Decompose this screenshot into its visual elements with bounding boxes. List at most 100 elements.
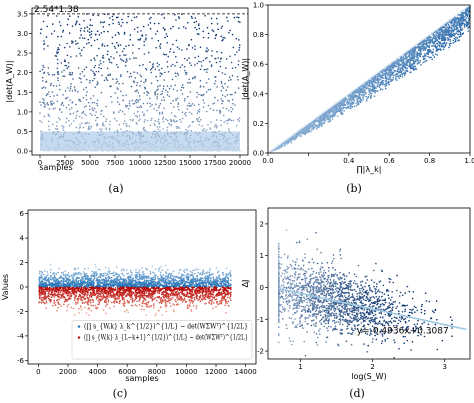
data-point bbox=[164, 36, 166, 39]
data-point bbox=[138, 304, 141, 306]
data-point bbox=[109, 123, 111, 126]
data-point bbox=[155, 141, 158, 143]
data-point bbox=[105, 78, 108, 80]
data-point bbox=[166, 91, 169, 93]
y-tick-label: 0.8 bbox=[253, 31, 264, 39]
data-point bbox=[164, 28, 166, 31]
data-point bbox=[59, 24, 62, 27]
data-point bbox=[403, 74, 406, 76]
data-point bbox=[70, 146, 73, 149]
data-point bbox=[424, 45, 426, 48]
data-point bbox=[431, 37, 434, 40]
data-point bbox=[144, 86, 146, 89]
data-point bbox=[43, 105, 46, 108]
data-point bbox=[185, 274, 187, 277]
data-point bbox=[88, 42, 90, 44]
data-point bbox=[199, 79, 202, 82]
data-point bbox=[208, 147, 211, 149]
data-point bbox=[451, 35, 453, 37]
data-point bbox=[444, 30, 446, 33]
data-point bbox=[120, 25, 122, 27]
data-point bbox=[158, 69, 160, 71]
data-point bbox=[40, 121, 43, 123]
data-point bbox=[71, 25, 74, 28]
data-point bbox=[365, 83, 367, 85]
data-point bbox=[73, 146, 76, 148]
data-point bbox=[206, 47, 208, 49]
data-point bbox=[70, 56, 72, 58]
data-point bbox=[100, 91, 103, 94]
data-point bbox=[174, 14, 176, 16]
data-point bbox=[156, 93, 159, 96]
data-point bbox=[189, 91, 192, 93]
data-point bbox=[310, 123, 312, 125]
data-point bbox=[231, 144, 233, 146]
data-point bbox=[426, 38, 429, 40]
data-point bbox=[226, 94, 229, 96]
data-point bbox=[94, 141, 96, 143]
data-point bbox=[455, 20, 457, 23]
data-point bbox=[127, 144, 130, 147]
data-point bbox=[162, 96, 165, 99]
data-point bbox=[206, 71, 208, 73]
data-point bbox=[154, 94, 157, 96]
data-point bbox=[458, 23, 460, 25]
data-point bbox=[151, 117, 153, 120]
data-point bbox=[123, 120, 126, 122]
data-point bbox=[412, 60, 415, 63]
data-point bbox=[134, 90, 136, 93]
data-point bbox=[79, 100, 82, 102]
data-point bbox=[134, 146, 137, 148]
data-point bbox=[96, 54, 98, 57]
data-point bbox=[336, 110, 339, 113]
data-point bbox=[220, 98, 223, 100]
data-point bbox=[75, 137, 77, 140]
y-tick-label: 0.0 bbox=[253, 150, 264, 158]
data-point bbox=[197, 93, 200, 96]
data-point bbox=[126, 70, 129, 73]
data-point bbox=[378, 77, 380, 80]
data-point bbox=[156, 30, 159, 33]
data-point bbox=[306, 131, 309, 133]
data-point bbox=[197, 118, 199, 121]
data-point bbox=[101, 44, 103, 47]
data-point bbox=[230, 119, 233, 122]
data-point bbox=[409, 66, 411, 68]
data-point bbox=[96, 150, 98, 152]
data-point bbox=[181, 49, 183, 51]
data-point bbox=[201, 65, 203, 67]
data-point bbox=[63, 145, 66, 147]
data-point bbox=[135, 141, 137, 144]
data-point bbox=[161, 111, 164, 114]
data-point bbox=[238, 149, 240, 151]
data-point bbox=[228, 137, 231, 140]
data-point bbox=[96, 139, 98, 142]
data-point bbox=[441, 36, 444, 39]
data-point bbox=[133, 112, 135, 115]
data-point bbox=[119, 44, 122, 46]
data-point bbox=[384, 87, 387, 90]
data-point bbox=[94, 150, 96, 152]
data-point bbox=[129, 119, 132, 121]
data-point bbox=[464, 14, 467, 16]
data-point bbox=[184, 57, 186, 60]
data-point bbox=[145, 141, 148, 144]
data-point bbox=[41, 145, 43, 147]
data-point bbox=[217, 149, 219, 152]
data-point bbox=[142, 134, 144, 137]
data-point bbox=[145, 67, 147, 70]
data-point bbox=[66, 23, 69, 26]
data-point bbox=[195, 20, 198, 23]
data-point bbox=[236, 136, 238, 138]
data-point bbox=[395, 77, 397, 79]
data-point bbox=[183, 133, 186, 136]
data-point bbox=[72, 148, 75, 150]
data-point bbox=[170, 142, 172, 144]
data-point bbox=[236, 139, 238, 142]
data-point bbox=[166, 85, 169, 87]
data-point bbox=[147, 149, 150, 151]
data-point bbox=[63, 75, 66, 78]
data-point bbox=[213, 146, 215, 148]
data-point bbox=[129, 58, 131, 60]
data-point bbox=[126, 143, 128, 145]
